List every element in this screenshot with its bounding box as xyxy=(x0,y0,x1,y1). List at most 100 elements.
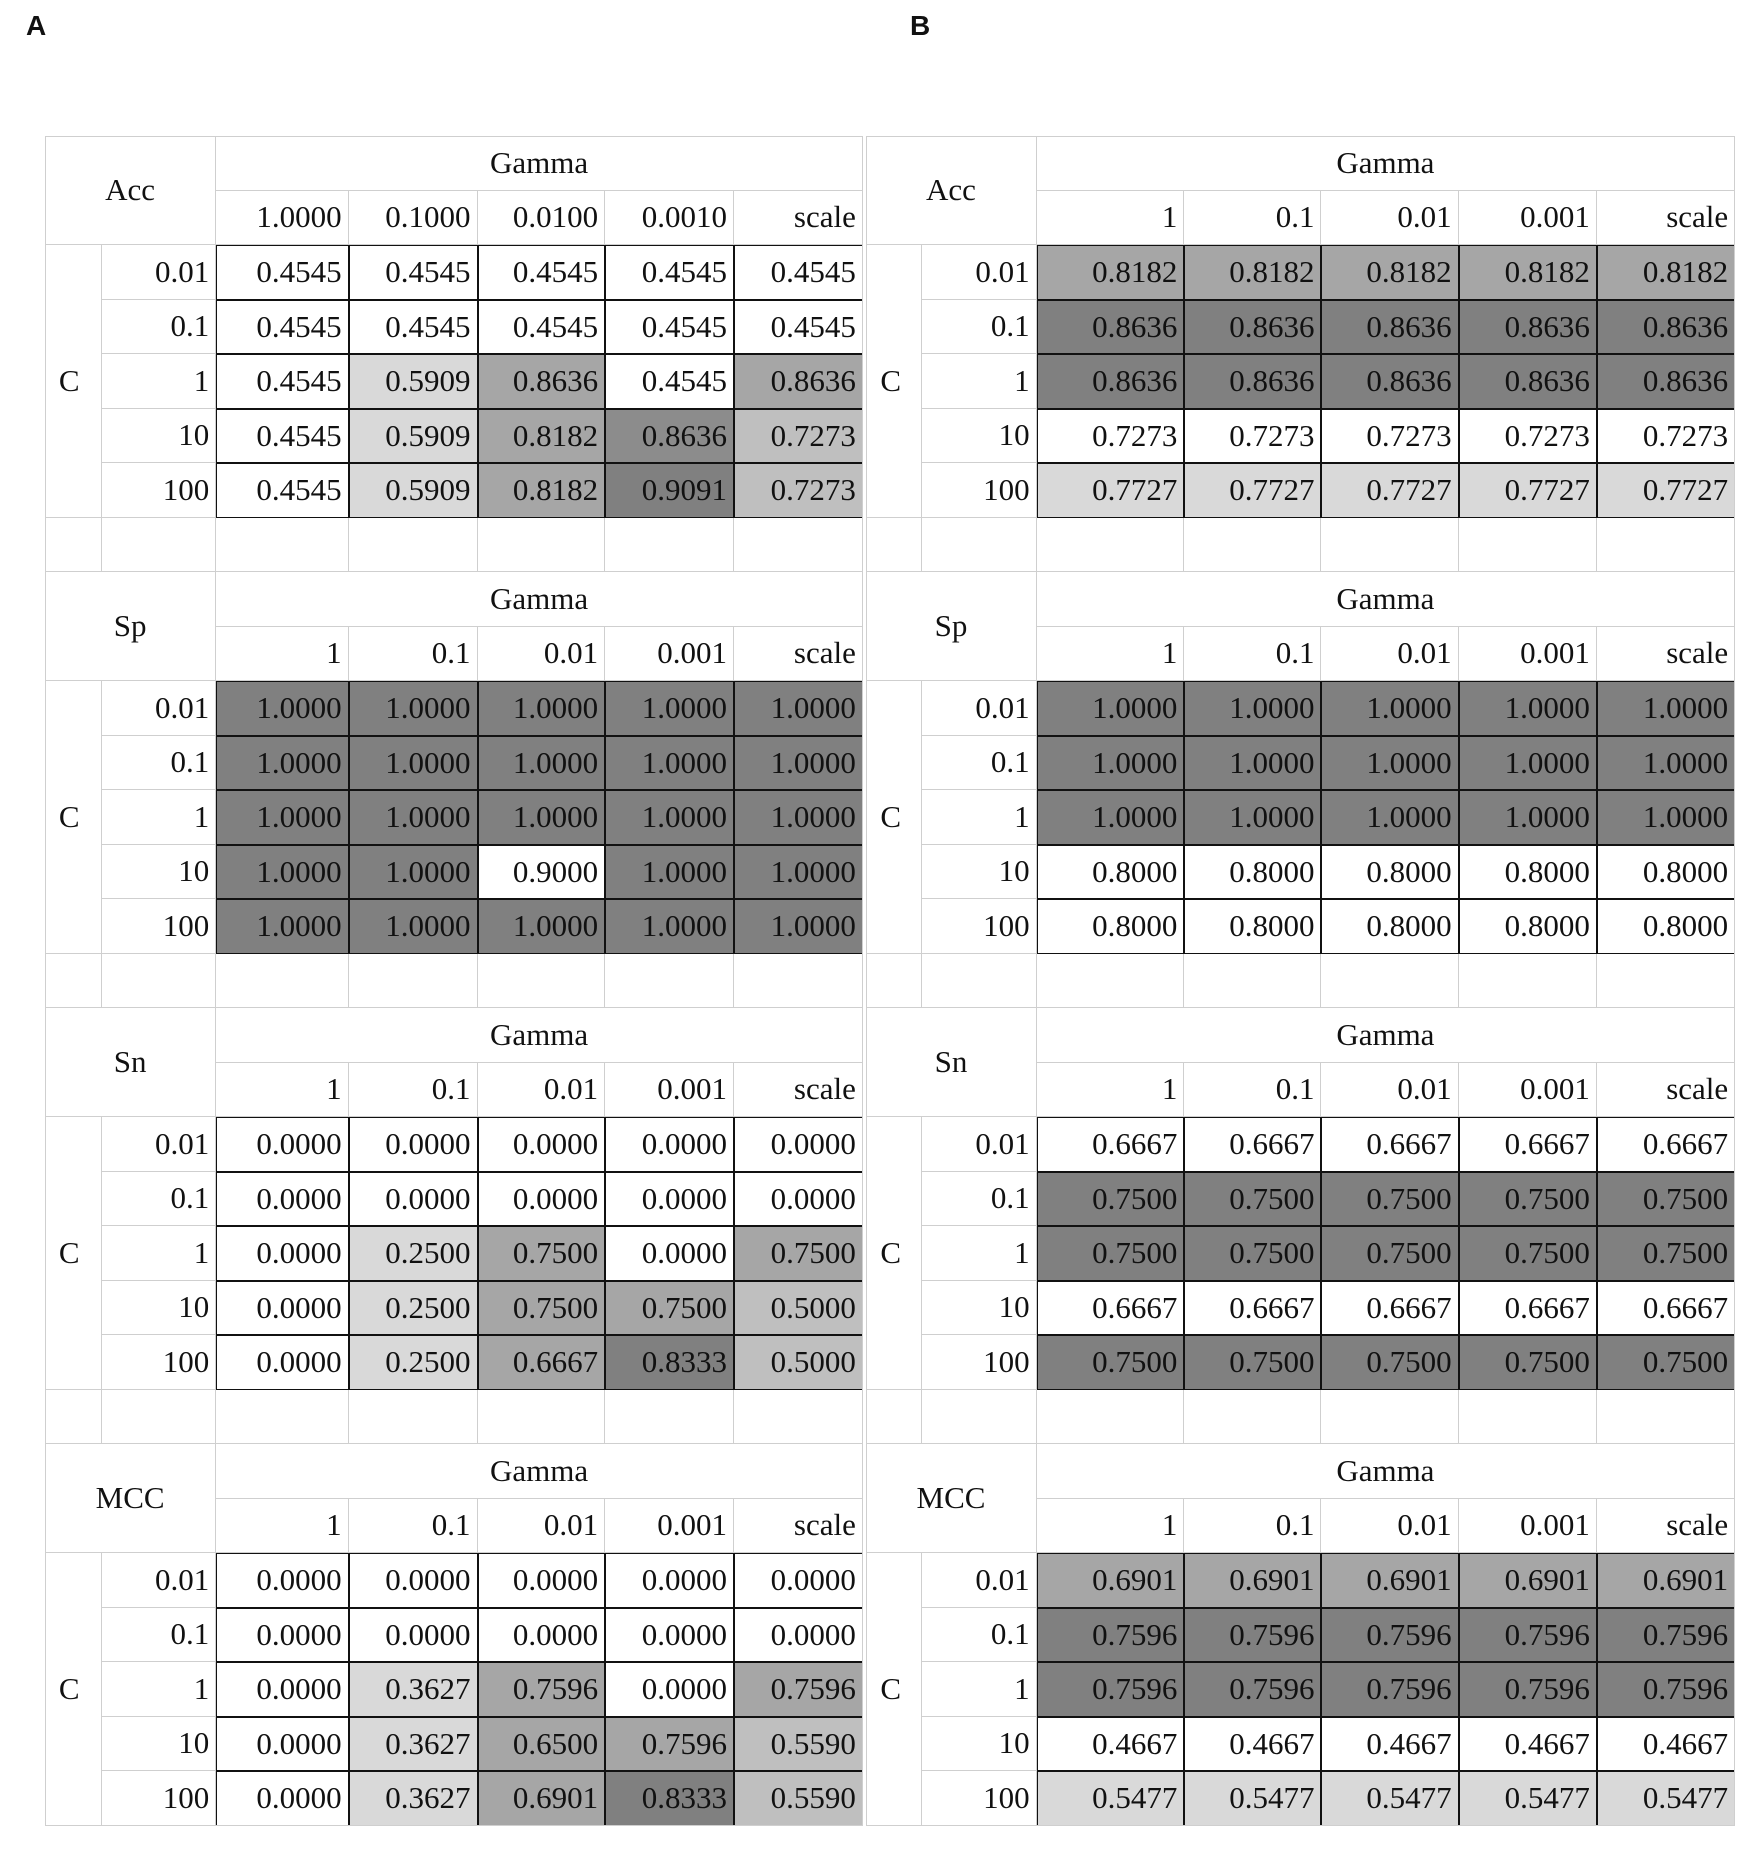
value-cell: 0.8000 xyxy=(1596,899,1736,954)
value-cell: 1.0000 xyxy=(1184,681,1322,736)
value-cell: 0.4667 xyxy=(1036,1716,1185,1771)
blank-cell xyxy=(101,953,217,1008)
value-cell: 0.4667 xyxy=(1321,1716,1459,1771)
metric-label: Sp xyxy=(44,572,217,681)
blank-cell xyxy=(921,953,1037,1008)
value-cell: 0.7596 xyxy=(1458,1607,1597,1662)
value-cell: 1.0000 xyxy=(605,844,734,899)
panel-label: B xyxy=(910,10,931,41)
value-cell: 0.8333 xyxy=(605,1335,734,1390)
value-cell: 0.8636 xyxy=(1596,299,1736,354)
column-header: 0.0100 xyxy=(477,190,606,245)
value-cell: 0.6667 xyxy=(1321,1117,1459,1172)
metric-label: MCC xyxy=(866,1444,1037,1553)
c-value: 10 xyxy=(101,1716,217,1771)
value-cell: 0.8000 xyxy=(1458,899,1597,954)
value-cell: 1.0000 xyxy=(1036,790,1185,845)
c-value: 100 xyxy=(101,899,217,954)
value-cell: 0.4545 xyxy=(477,245,606,300)
value-cell: 0.7273 xyxy=(1184,408,1322,463)
value-cell: 0.0000 xyxy=(734,1117,863,1172)
value-cell: 0.0000 xyxy=(216,1117,349,1172)
metric-label: Sn xyxy=(44,1008,217,1117)
value-cell: 0.0000 xyxy=(605,1553,734,1608)
value-cell: 1.0000 xyxy=(1596,735,1736,790)
value-cell: 1.0000 xyxy=(1321,681,1459,736)
value-cell: 0.0000 xyxy=(216,1607,349,1662)
value-cell: 0.4545 xyxy=(216,299,349,354)
column-header: 0.01 xyxy=(1321,1062,1459,1117)
column-header: 0.1 xyxy=(348,1498,478,1553)
value-cell: 0.7500 xyxy=(477,1226,606,1281)
c-value: 0.1 xyxy=(101,735,217,790)
column-header: scale xyxy=(734,626,863,681)
value-cell: 0.5477 xyxy=(1184,1771,1322,1826)
value-cell: 1.0000 xyxy=(1321,790,1459,845)
value-cell: 0.7273 xyxy=(734,463,863,518)
value-cell: 1.0000 xyxy=(734,844,863,899)
c-value: 10 xyxy=(921,408,1037,463)
gamma-label: Gamma xyxy=(1036,572,1736,627)
value-cell: 0.5000 xyxy=(734,1335,863,1390)
value-cell: 0.0000 xyxy=(605,1226,734,1281)
value-cell: 0.7596 xyxy=(734,1662,863,1717)
column-header: 0.1 xyxy=(1184,626,1322,681)
c-label: C xyxy=(44,681,102,954)
column-header: 0.01 xyxy=(477,626,606,681)
value-cell: 0.0000 xyxy=(216,1553,349,1608)
value-cell: 0.5909 xyxy=(348,463,478,518)
column-header: 0.01 xyxy=(1321,190,1459,245)
c-label: C xyxy=(44,245,102,518)
value-cell: 1.0000 xyxy=(477,681,606,736)
blank-cell xyxy=(1321,517,1459,572)
column-header: 0.01 xyxy=(1321,626,1459,681)
c-value: 0.01 xyxy=(921,245,1037,300)
value-cell: 0.8000 xyxy=(1321,899,1459,954)
value-cell: 0.4545 xyxy=(734,245,863,300)
value-cell: 0.8182 xyxy=(1458,245,1597,300)
value-cell: 1.0000 xyxy=(216,844,349,899)
value-cell: 0.3627 xyxy=(348,1662,478,1717)
value-cell: 0.8000 xyxy=(1036,899,1185,954)
value-cell: 0.7727 xyxy=(1321,463,1459,518)
value-cell: 1.0000 xyxy=(216,735,349,790)
c-value: 0.01 xyxy=(921,1117,1037,1172)
value-cell: 0.8182 xyxy=(1596,245,1736,300)
column-header: scale xyxy=(1596,626,1736,681)
value-cell: 0.7500 xyxy=(1458,1335,1597,1390)
value-cell: 0.4545 xyxy=(216,463,349,518)
value-cell: 0.7596 xyxy=(1321,1662,1459,1717)
value-cell: 1.0000 xyxy=(1596,790,1736,845)
c-value: 10 xyxy=(101,1280,217,1335)
column-header: 0.01 xyxy=(1321,1498,1459,1553)
c-value: 10 xyxy=(101,408,217,463)
value-cell: 0.4545 xyxy=(605,354,734,409)
c-value: 100 xyxy=(101,463,217,518)
value-cell: 1.0000 xyxy=(1321,735,1459,790)
value-cell: 0.6901 xyxy=(477,1771,606,1826)
value-cell: 0.8636 xyxy=(1458,299,1597,354)
value-cell: 0.7596 xyxy=(1321,1607,1459,1662)
value-cell: 0.4545 xyxy=(216,408,349,463)
value-cell: 0.0000 xyxy=(605,1607,734,1662)
blank-cell xyxy=(734,1389,863,1444)
value-cell: 0.8000 xyxy=(1321,844,1459,899)
value-cell: 0.6901 xyxy=(1321,1553,1459,1608)
column-header: scale xyxy=(734,1498,863,1553)
value-cell: 0.8182 xyxy=(1321,245,1459,300)
c-value: 10 xyxy=(921,844,1037,899)
blank-cell xyxy=(216,953,349,1008)
value-cell: 0.7500 xyxy=(1036,1335,1185,1390)
value-cell: 1.0000 xyxy=(734,681,863,736)
value-cell: 0.7596 xyxy=(1596,1607,1736,1662)
value-cell: 0.7500 xyxy=(1184,1226,1322,1281)
value-cell: 0.7500 xyxy=(1184,1171,1322,1226)
value-cell: 1.0000 xyxy=(348,735,478,790)
column-header: 1 xyxy=(1036,190,1185,245)
value-cell: 0.4667 xyxy=(1596,1716,1736,1771)
value-cell: 1.0000 xyxy=(477,899,606,954)
value-cell: 0.8636 xyxy=(1184,299,1322,354)
blank-cell xyxy=(1184,1389,1322,1444)
blank-cell xyxy=(1458,517,1597,572)
